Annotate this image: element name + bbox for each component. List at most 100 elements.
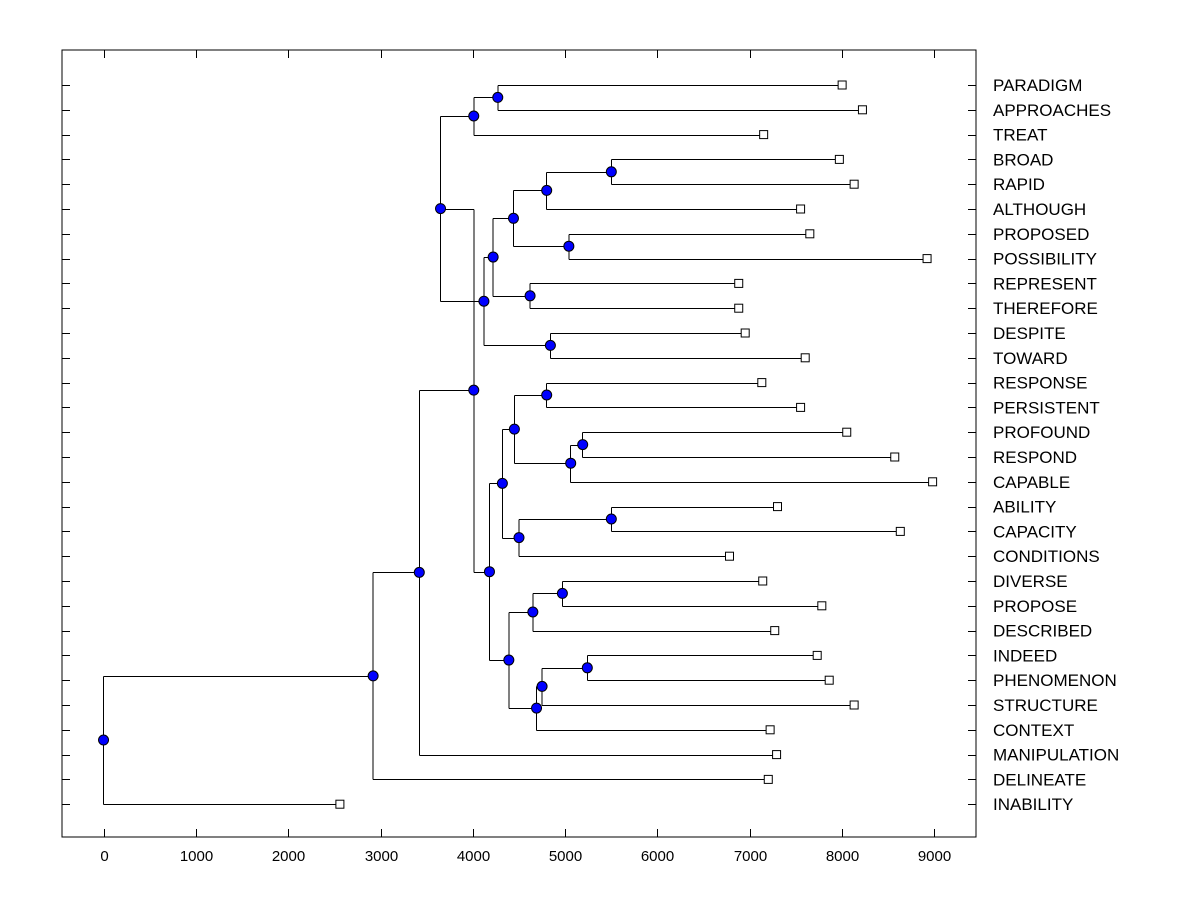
y-axis-ticks [62, 85, 976, 805]
x-tick-label-3000: 3000 [365, 848, 398, 865]
leaf-labels: PARADIGM APPROACHES TREAT BROAD RAPID ALTHOUG… [993, 76, 1119, 814]
merge-node-n8 [487, 251, 499, 263]
merge-node-n28 [367, 670, 379, 682]
leaf-label-approaches: APPROACHES [993, 101, 1111, 120]
leaf-label-toward: TOWARD [993, 349, 1068, 368]
leaf-markers [335, 80, 938, 809]
leaf-marker [895, 526, 905, 536]
leaf-marker [763, 774, 773, 784]
leaf-label-phenomenon: PHENOMENON [993, 671, 1117, 690]
leaf-label-delineate: DELINEATE [993, 770, 1086, 789]
merge-node-n25 [483, 566, 495, 578]
leaf-marker [759, 130, 769, 140]
merge-node-n17 [513, 532, 525, 544]
leaf-marker [757, 378, 767, 388]
leaf-marker [817, 601, 827, 611]
leaf-label-manipulation: MANIPULATION [993, 746, 1119, 765]
leaf-marker [842, 427, 852, 437]
leaf-label-ability: ABILITY [993, 498, 1056, 517]
leaf-marker [796, 204, 806, 214]
merge-node-n2 [468, 110, 480, 122]
x-tick-label-5000: 5000 [549, 848, 582, 865]
leaf-marker [740, 328, 750, 338]
x-tick-label-7000: 7000 [734, 848, 767, 865]
leaf-marker [734, 303, 744, 313]
merge-node-n1 [492, 91, 504, 103]
merge-node-n27 [413, 566, 425, 578]
merge-node-n4 [541, 184, 553, 196]
merge-node-n26 [468, 384, 480, 396]
leaf-marker [796, 402, 806, 412]
leaf-label-described: DESCRIBED [993, 622, 1092, 641]
merge-node-n19 [556, 587, 568, 599]
leaf-label-inability: INABILITY [993, 795, 1073, 814]
leaf-label-persistent: PERSISTENT [993, 398, 1100, 417]
merge-node-n12 [541, 389, 553, 401]
merge-node-n15 [508, 423, 520, 435]
merge-node-n13 [577, 439, 589, 451]
merge-node-n24 [503, 654, 515, 666]
leaf-marker [765, 725, 775, 735]
leaf-label-therefore: THEREFORE [993, 299, 1098, 318]
merge-node-n9 [544, 339, 556, 351]
merge-node-n18 [496, 477, 508, 489]
merge-node-n29 [98, 734, 110, 746]
leaf-marker [770, 626, 780, 636]
leaf-label-broad: BROAD [993, 150, 1053, 169]
leaf-label-diverse: DIVERSE [993, 572, 1068, 591]
x-tick-label-0: 0 [100, 848, 108, 865]
x-tick-label-4000: 4000 [457, 848, 490, 865]
leaf-label-paradigm: PARADIGM [993, 76, 1082, 95]
leaf-label-proposed: PROPOSED [993, 225, 1089, 244]
leaf-marker [800, 353, 810, 363]
merge-node-n3 [605, 166, 617, 178]
merge-node-n10 [478, 295, 490, 307]
node-markers [98, 91, 617, 746]
leaf-label-represent: REPRESENT [993, 274, 1097, 293]
x-tick-label-6000: 6000 [641, 848, 674, 865]
leaf-label-context: CONTEXT [993, 721, 1074, 740]
merge-node-n5 [563, 240, 575, 252]
merge-node-n21 [581, 662, 593, 674]
merge-node-n7 [524, 290, 536, 302]
leaf-label-structure: STRUCTURE [993, 696, 1098, 715]
plot-frame [61, 49, 977, 838]
x-tick-label-1000: 1000 [180, 848, 213, 865]
leaf-marker [824, 675, 834, 685]
leaf-label-respond: RESPOND [993, 448, 1077, 467]
leaf-marker [890, 452, 900, 462]
leaf-marker [812, 650, 822, 660]
leaf-label-despite: DESPITE [993, 324, 1066, 343]
leaf-label-capacity: CAPACITY [993, 522, 1077, 541]
leaf-marker [772, 750, 782, 760]
leaf-label-propose: PROPOSE [993, 597, 1077, 616]
leaf-marker [849, 179, 859, 189]
leaf-label-response: RESPONSE [993, 374, 1087, 393]
leaf-label-treat: TREAT [993, 126, 1047, 145]
leaf-marker [734, 278, 744, 288]
merge-node-n14 [565, 457, 577, 469]
x-tick-label-2000: 2000 [272, 848, 305, 865]
leaf-marker [834, 154, 844, 164]
leaf-marker [849, 700, 859, 710]
leaf-label-although: ALTHOUGH [993, 200, 1086, 219]
leaf-marker [758, 576, 768, 586]
leaf-label-possibility: POSSIBILITY [993, 250, 1097, 269]
x-tick-label-8000: 8000 [826, 848, 859, 865]
leaf-label-profound: PROFOUND [993, 423, 1090, 442]
merge-node-n22 [536, 680, 548, 692]
dendrogram-links [103, 85, 933, 805]
leaf-label-capable: CAPABLE [993, 473, 1070, 492]
merge-node-n16 [605, 513, 617, 525]
leaf-label-indeed: INDEED [993, 646, 1057, 665]
leaf-marker [724, 551, 734, 561]
leaf-label-rapid: RAPID [993, 175, 1045, 194]
x-axis: 0 1000 2000 3000 4000 5000 6000 7000 8000 9000 [100, 50, 951, 865]
merge-node-n23 [531, 702, 543, 714]
leaf-marker [857, 105, 867, 115]
leaf-marker [922, 254, 932, 264]
x-tick-label-9000: 9000 [918, 848, 951, 865]
leaf-marker [805, 229, 815, 239]
leaf-marker [928, 477, 938, 487]
